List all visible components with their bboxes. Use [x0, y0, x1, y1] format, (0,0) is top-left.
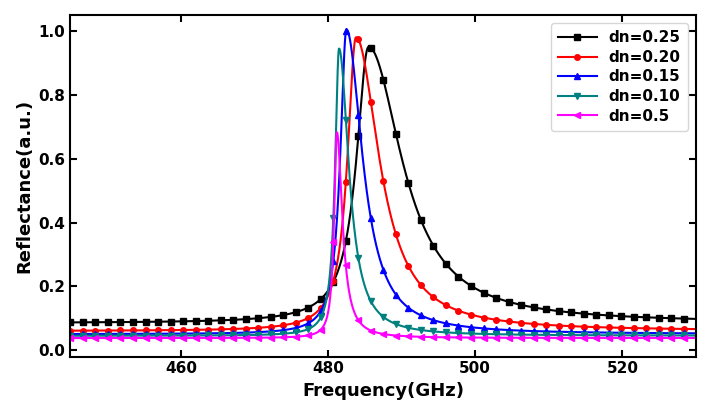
dn=0.15	[559, 330, 567, 334]
dn=0.20	[370, 127, 379, 132]
Line: dn=0.5: dn=0.5	[68, 129, 699, 341]
dn=0.15	[66, 332, 75, 337]
Line: dn=0.15: dn=0.15	[68, 27, 699, 337]
dn=0.5	[673, 335, 682, 340]
Line: dn=0.25: dn=0.25	[68, 44, 699, 325]
Legend: dn=0.25, dn=0.20, dn=0.15, dn=0.10, dn=0.5: dn=0.25, dn=0.20, dn=0.15, dn=0.10, dn=0…	[550, 23, 688, 131]
dn=0.20	[673, 326, 682, 331]
dn=0.25	[674, 316, 683, 321]
dn=0.20	[98, 328, 107, 333]
Y-axis label: Reflectance(a.u.): Reflectance(a.u.)	[15, 99, 33, 273]
dn=0.20	[352, 35, 360, 40]
dn=0.10	[98, 333, 107, 338]
dn=0.5	[370, 330, 379, 334]
dn=0.15	[370, 237, 379, 242]
dn=0.20	[559, 323, 567, 328]
dn=0.5	[674, 335, 683, 340]
dn=0.15	[98, 332, 107, 337]
Line: dn=0.10: dn=0.10	[68, 46, 699, 339]
dn=0.10	[674, 333, 683, 338]
Line: dn=0.20: dn=0.20	[68, 34, 699, 333]
dn=0.20	[66, 328, 75, 333]
dn=0.15	[354, 112, 363, 117]
dn=0.5	[354, 318, 363, 323]
dn=0.20	[354, 37, 363, 42]
dn=0.25	[692, 316, 700, 321]
dn=0.25	[673, 316, 682, 321]
dn=0.10	[370, 305, 379, 310]
dn=0.25	[66, 320, 75, 325]
dn=0.10	[66, 333, 75, 338]
X-axis label: Frequency(GHz): Frequency(GHz)	[302, 382, 464, 400]
dn=0.15	[692, 331, 700, 336]
dn=0.10	[673, 333, 682, 338]
dn=0.5	[333, 130, 341, 135]
dn=0.5	[98, 336, 107, 341]
dn=0.5	[66, 336, 75, 341]
dn=0.10	[354, 255, 363, 260]
dn=0.25	[98, 320, 107, 325]
dn=0.15	[674, 331, 683, 336]
dn=0.25	[354, 137, 363, 142]
dn=0.10	[559, 332, 567, 337]
dn=0.20	[674, 326, 683, 331]
dn=0.10	[692, 333, 700, 338]
dn=0.25	[370, 51, 379, 56]
dn=0.5	[559, 335, 567, 340]
dn=0.20	[692, 327, 700, 332]
dn=0.5	[692, 335, 700, 340]
dn=0.10	[335, 46, 343, 51]
dn=0.15	[673, 331, 682, 336]
dn=0.25	[365, 44, 373, 49]
dn=0.15	[342, 27, 351, 32]
dn=0.25	[559, 309, 567, 314]
